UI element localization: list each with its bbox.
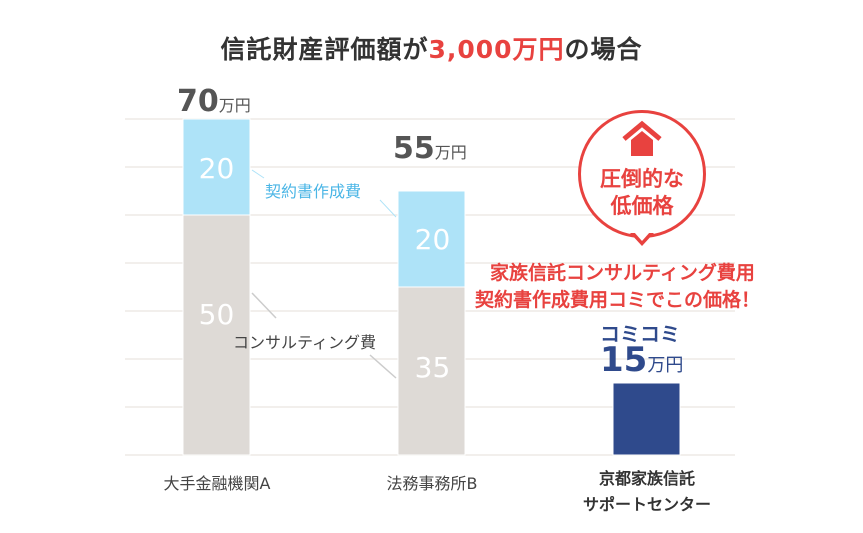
title-prefix: 信託財産評価額が — [220, 35, 429, 64]
segment-label-a-consulting: 50 — [198, 298, 235, 331]
series-label-contract: 契約書作成費 — [265, 182, 362, 201]
chart-title: 信託財産評価額が3,000万円の場合 — [0, 30, 863, 66]
title-suffix: の場合 — [564, 35, 643, 64]
total-label-b: 55万円 — [393, 131, 467, 166]
callout-note-1: 家族信託コンサルティング費用 — [490, 262, 755, 284]
callout-bubble: 圧倒的な 低価格 — [578, 110, 706, 238]
bar-segment — [182, 214, 251, 456]
leader-line-contract — [379, 199, 397, 218]
total-label-c: 15万円 — [600, 340, 684, 380]
category-label-b: 法務事務所B — [386, 474, 478, 493]
segment-label-b-consulting: 35 — [414, 351, 451, 384]
bar-segment — [397, 190, 466, 288]
series-label-consulting: コンサルティング費 — [233, 333, 377, 352]
callout-note-2: 契約書作成費用コミでこの価格！ — [475, 289, 761, 311]
title-highlight: 3,000万円 — [428, 35, 565, 64]
house-icon — [622, 120, 662, 156]
segment-label-b-contract: 20 — [414, 223, 451, 256]
callout-line2: 低価格 — [610, 194, 674, 218]
bar-segment — [397, 286, 466, 456]
category-label-c: 京都家族信託 サポートセンター — [582, 469, 711, 514]
leader-line-consulting — [251, 292, 277, 319]
callout-line1: 圧倒的な — [600, 167, 684, 191]
category-label-a: 大手金融機関A — [163, 474, 271, 493]
segment-label-a-contract: 20 — [198, 152, 235, 185]
total-label-a: 70万円 — [177, 84, 251, 119]
leader-line-consulting — [369, 354, 397, 379]
bar-segment — [612, 382, 681, 456]
leader-line-contract — [251, 169, 265, 179]
komi-label: コミコミ — [600, 322, 680, 346]
bar-segment — [182, 118, 251, 216]
